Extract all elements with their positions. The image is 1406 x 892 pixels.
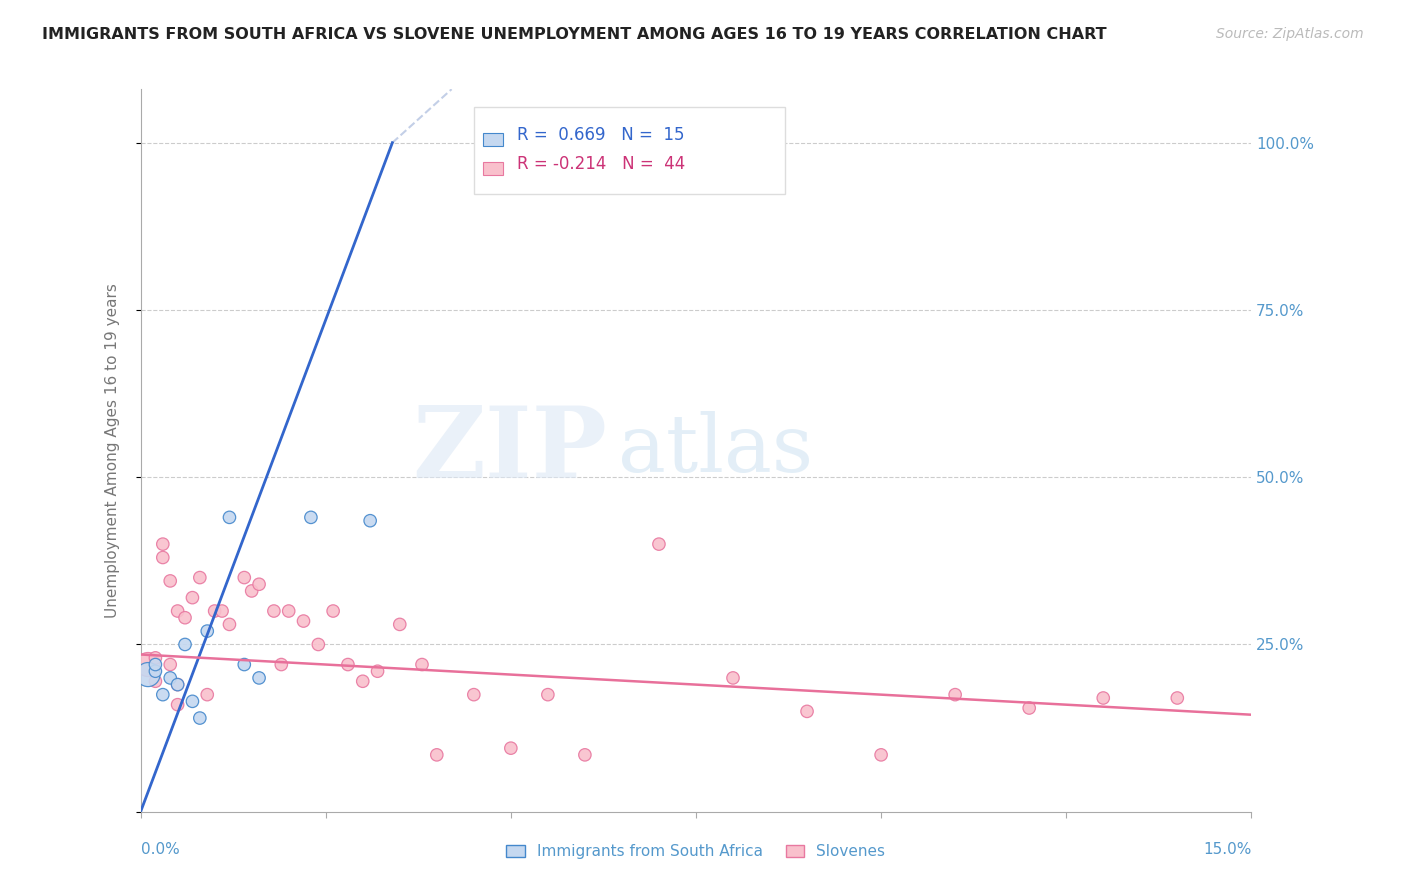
Point xyxy=(195,624,218,639)
Point xyxy=(574,747,596,762)
Text: 15.0%: 15.0% xyxy=(1204,842,1251,857)
Point xyxy=(247,577,270,591)
Point xyxy=(181,694,204,708)
Point xyxy=(292,614,315,628)
Text: ZIP: ZIP xyxy=(412,402,607,499)
Point xyxy=(152,537,174,551)
Point xyxy=(166,698,188,712)
FancyBboxPatch shape xyxy=(474,107,785,194)
Point xyxy=(233,657,256,672)
Point xyxy=(188,571,211,585)
Point xyxy=(463,688,485,702)
Point xyxy=(204,604,226,618)
Point xyxy=(174,611,197,625)
Point xyxy=(263,604,285,618)
Point xyxy=(195,688,218,702)
Point xyxy=(537,688,560,702)
Text: IMMIGRANTS FROM SOUTH AFRICA VS SLOVENE UNEMPLOYMENT AMONG AGES 16 TO 19 YEARS C: IMMIGRANTS FROM SOUTH AFRICA VS SLOVENE … xyxy=(42,27,1107,42)
Legend: Immigrants from South Africa, Slovenes: Immigrants from South Africa, Slovenes xyxy=(501,838,891,865)
Point xyxy=(367,664,389,679)
Point xyxy=(181,591,204,605)
Point xyxy=(174,637,197,651)
Point xyxy=(136,667,159,681)
Point xyxy=(145,674,167,689)
Point xyxy=(166,604,188,618)
Point xyxy=(247,671,270,685)
FancyBboxPatch shape xyxy=(482,133,503,146)
Point xyxy=(240,584,263,599)
Point xyxy=(870,747,893,762)
Point xyxy=(145,651,167,665)
Point xyxy=(307,637,329,651)
Point xyxy=(233,571,256,585)
Text: Source: ZipAtlas.com: Source: ZipAtlas.com xyxy=(1216,27,1364,41)
Point xyxy=(159,574,181,588)
Point xyxy=(277,604,299,618)
Point xyxy=(411,657,433,672)
FancyBboxPatch shape xyxy=(482,162,503,175)
Point xyxy=(1018,701,1040,715)
Point xyxy=(721,671,744,685)
Point xyxy=(1092,690,1115,705)
Point xyxy=(218,617,240,632)
Point xyxy=(322,604,344,618)
Point xyxy=(499,741,522,756)
Point xyxy=(299,510,322,524)
Point xyxy=(159,671,181,685)
Point xyxy=(145,657,167,672)
Point xyxy=(152,688,174,702)
Text: atlas: atlas xyxy=(619,411,813,490)
Point xyxy=(152,550,174,565)
Point xyxy=(159,657,181,672)
Point xyxy=(336,657,359,672)
Point xyxy=(218,510,240,524)
Point xyxy=(388,617,411,632)
Point xyxy=(426,747,449,762)
Text: R =  0.669   N =  15: R = 0.669 N = 15 xyxy=(517,126,685,144)
Point xyxy=(359,514,381,528)
Point xyxy=(166,678,188,692)
Point xyxy=(145,664,167,679)
Point xyxy=(1166,690,1188,705)
Text: 0.0%: 0.0% xyxy=(141,842,180,857)
Point xyxy=(943,688,966,702)
Point xyxy=(166,678,188,692)
Point xyxy=(136,657,159,672)
Point xyxy=(211,604,233,618)
Point xyxy=(188,711,211,725)
Point xyxy=(796,705,818,719)
Y-axis label: Unemployment Among Ages 16 to 19 years: Unemployment Among Ages 16 to 19 years xyxy=(105,283,120,618)
Point xyxy=(648,537,671,551)
Point xyxy=(352,674,374,689)
Point xyxy=(270,657,292,672)
Text: R = -0.214   N =  44: R = -0.214 N = 44 xyxy=(517,154,685,173)
